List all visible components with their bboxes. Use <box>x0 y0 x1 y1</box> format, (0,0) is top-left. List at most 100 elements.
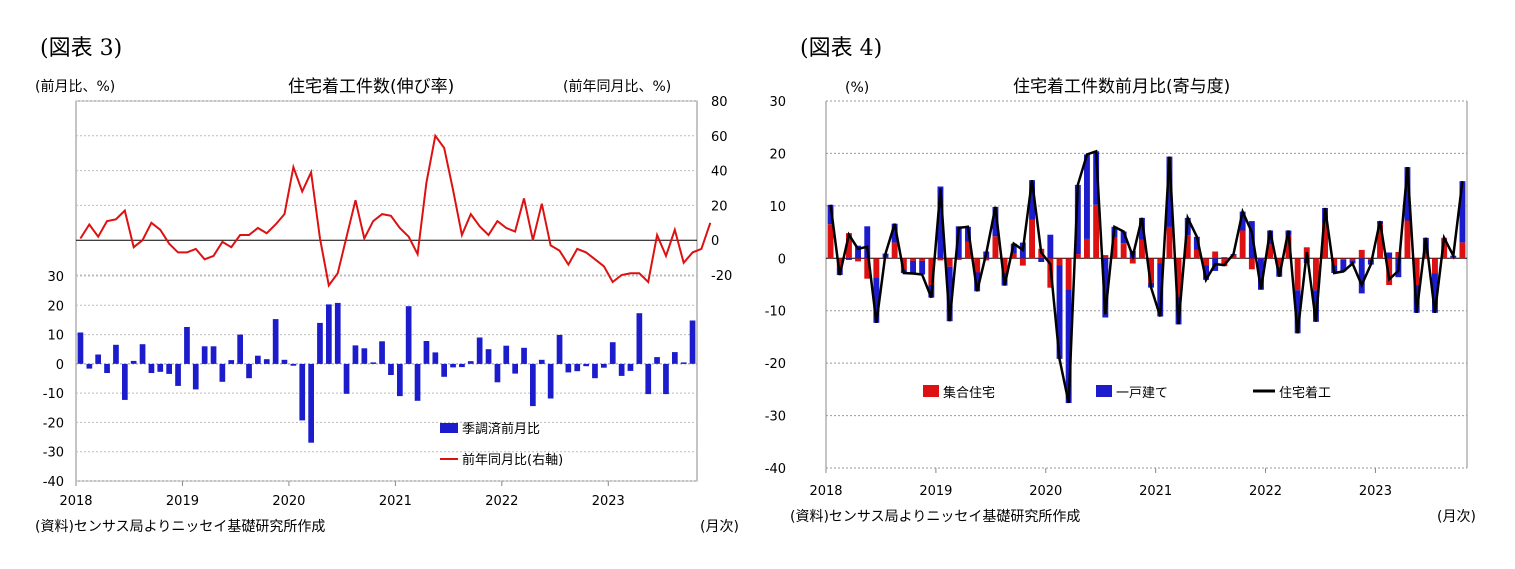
legend-label-total: 住宅着工 <box>1279 385 1331 401</box>
bar-mom <box>291 364 297 366</box>
bar-multi-family <box>1167 227 1173 258</box>
bar-mom <box>113 345 119 364</box>
bar-mom <box>95 355 101 364</box>
bar-mom <box>131 361 137 364</box>
bar-multi-family <box>938 258 944 260</box>
bar-single-family <box>1047 235 1053 259</box>
bar-mom <box>326 304 332 364</box>
bar-mom <box>104 364 110 373</box>
bar-multi-family <box>1020 258 1026 265</box>
bar-mom <box>344 364 350 394</box>
bar-mom <box>548 364 554 399</box>
bar-mom <box>379 341 385 364</box>
source-note: (資料)センサス局よりニッセイ基礎研究所作成 <box>35 516 325 536</box>
bar-single-family <box>846 258 852 260</box>
bar-mom <box>619 364 625 376</box>
bar-multi-family <box>1340 258 1346 260</box>
bar-mom <box>353 345 359 364</box>
bar-multi-family <box>1460 243 1466 259</box>
bar-multi-family <box>1057 258 1063 265</box>
legend-label-bar: 季調済前月比 <box>462 421 540 437</box>
legend-label-multi: 集合住宅 <box>943 385 995 401</box>
bar-multi-family <box>873 258 879 277</box>
bar-single-family <box>919 261 925 275</box>
bar-mom <box>557 335 563 364</box>
bar-mom <box>140 344 146 364</box>
bar-mom <box>637 313 643 364</box>
bar-mom <box>690 321 696 364</box>
x-tick-label: 2020 <box>1029 484 1062 499</box>
bar-mom <box>317 323 323 364</box>
bar-mom <box>149 364 155 373</box>
bar-mom <box>521 348 527 364</box>
bar-mom <box>87 364 93 369</box>
right-y-tick-label: -20 <box>711 269 732 284</box>
bar-single-family <box>1359 258 1365 293</box>
bar-mom <box>450 364 456 368</box>
x-tick-label: 2018 <box>59 494 92 509</box>
x-tick-label: 2018 <box>809 484 842 499</box>
left-y-tick-label: 10 <box>47 329 64 344</box>
y-tick-label: 20 <box>769 147 786 162</box>
figure-3-panel: (図表 3) (前月比、%) 住宅着工件数(伸び率) (前年同月比、%) 80 6… <box>0 0 760 569</box>
bar-single-family <box>1038 258 1044 262</box>
bar-mom <box>397 364 403 396</box>
bar-multi-family <box>1258 258 1264 259</box>
y-tick-label: -20 <box>765 357 786 372</box>
bar-mom <box>211 346 217 364</box>
source-note: (資料)センサス局よりニッセイ基礎研究所作成 <box>790 506 1080 526</box>
right-y-tick-label: 0 <box>711 234 719 249</box>
left-y-tick-label: 30 <box>47 270 64 285</box>
bar-multi-family <box>1121 243 1127 258</box>
bar-mom <box>583 364 589 366</box>
bar-multi-family <box>919 258 925 261</box>
bar-mom <box>459 364 465 367</box>
bar-multi-family <box>1240 231 1246 259</box>
y-tick-label: 0 <box>778 252 786 267</box>
x-tick-label: 2021 <box>379 494 412 509</box>
bar-multi-family <box>1350 258 1356 260</box>
bar-mom <box>308 364 314 443</box>
legend-swatch-multi <box>923 385 939 397</box>
bar-mom <box>415 364 421 401</box>
bar-mom <box>592 364 598 378</box>
bar-mom <box>273 319 279 364</box>
bar-mom <box>246 364 252 378</box>
bar-mom <box>157 364 163 372</box>
bar-mom <box>184 327 190 364</box>
bar-mom <box>672 352 678 364</box>
right-y-tick-label: 20 <box>711 199 728 214</box>
bar-multi-family <box>993 236 999 258</box>
bar-single-family <box>1084 155 1090 239</box>
line-total-starts <box>831 151 1463 403</box>
bar-mom <box>681 362 687 364</box>
bar-single-family <box>1386 253 1392 259</box>
y-tick-label: -40 <box>765 462 786 477</box>
month-label: (月次) <box>700 516 739 536</box>
bar-mom <box>566 364 572 373</box>
bar-multi-family <box>1405 221 1411 259</box>
bar-mom <box>282 360 288 364</box>
bar-mom <box>370 362 376 364</box>
bar-multi-family <box>892 243 898 259</box>
left-y-tick-label: -20 <box>43 416 64 431</box>
bar-multi-family <box>1084 239 1090 258</box>
left-y-tick-label: 20 <box>47 299 64 314</box>
bar-single-family <box>910 261 916 274</box>
bar-mom <box>663 364 669 394</box>
bar-mom <box>477 338 483 364</box>
legend-swatch-bar <box>440 423 458 433</box>
bar-mom <box>503 346 509 364</box>
x-tick-label: 2022 <box>485 494 518 509</box>
bar-multi-family <box>1359 250 1365 258</box>
bar-mom <box>601 364 607 368</box>
bar-mom <box>424 341 430 364</box>
bar-mom <box>530 364 536 406</box>
bar-multi-family <box>1066 258 1072 289</box>
bar-multi-family <box>910 258 916 261</box>
y-tick-label: 10 <box>769 200 786 215</box>
bar-mom <box>166 364 172 374</box>
x-tick-label: 2021 <box>1139 484 1172 499</box>
bar-mom <box>388 364 394 375</box>
bar-mom <box>406 306 412 364</box>
